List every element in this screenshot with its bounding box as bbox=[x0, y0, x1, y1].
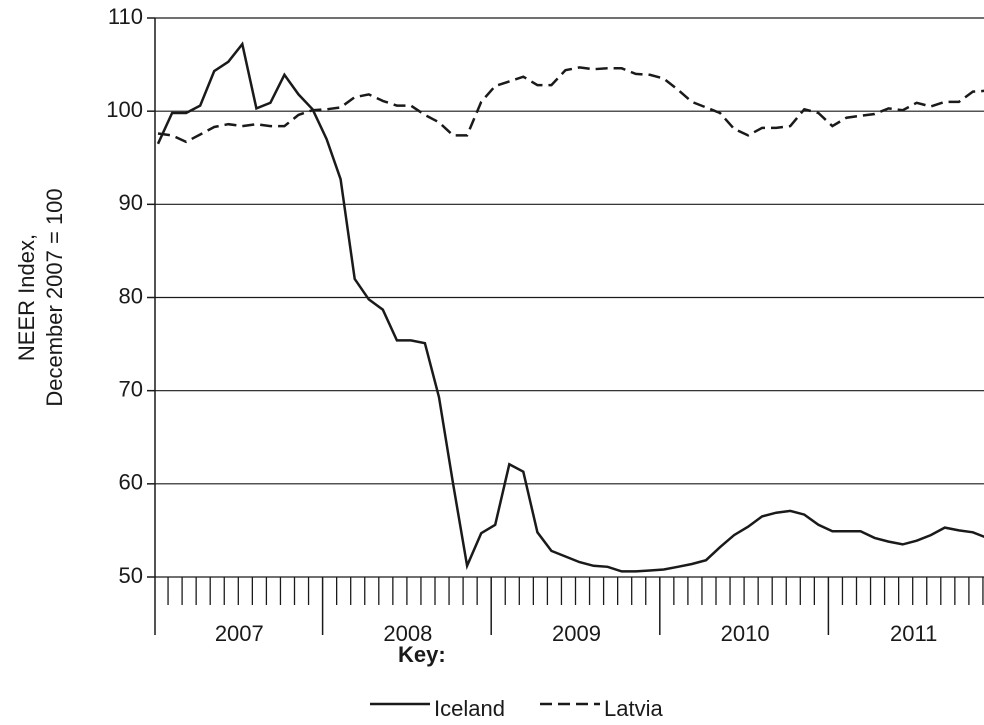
y-axis-label: NEER Index, December 2007 = 100 bbox=[14, 188, 67, 406]
y-tick-label: 50 bbox=[119, 563, 143, 588]
y-tick-label: 110 bbox=[108, 4, 143, 29]
y-tick-label: 90 bbox=[119, 190, 143, 215]
legend-label: Latvia bbox=[604, 696, 663, 721]
y-axis-label-line: NEER Index, bbox=[14, 234, 39, 361]
y-tick-label: 80 bbox=[119, 283, 143, 308]
x-tick-label: 2008 bbox=[383, 621, 432, 646]
legend-label: Iceland bbox=[434, 696, 505, 721]
legend-title: Key: bbox=[398, 642, 446, 667]
y-tick-label: 100 bbox=[106, 97, 143, 122]
x-tick-label: 2010 bbox=[721, 621, 770, 646]
x-tick-label: 2009 bbox=[552, 621, 601, 646]
line-series bbox=[156, 41, 984, 573]
x-tick-label: 2007 bbox=[215, 621, 264, 646]
y-tick-label: 70 bbox=[119, 376, 143, 401]
y-axis-label-line: December 2007 = 100 bbox=[42, 188, 67, 406]
line-series bbox=[157, 66, 984, 144]
x-tick-label: 2011 bbox=[890, 621, 937, 646]
y-tick-label: 60 bbox=[119, 470, 143, 495]
